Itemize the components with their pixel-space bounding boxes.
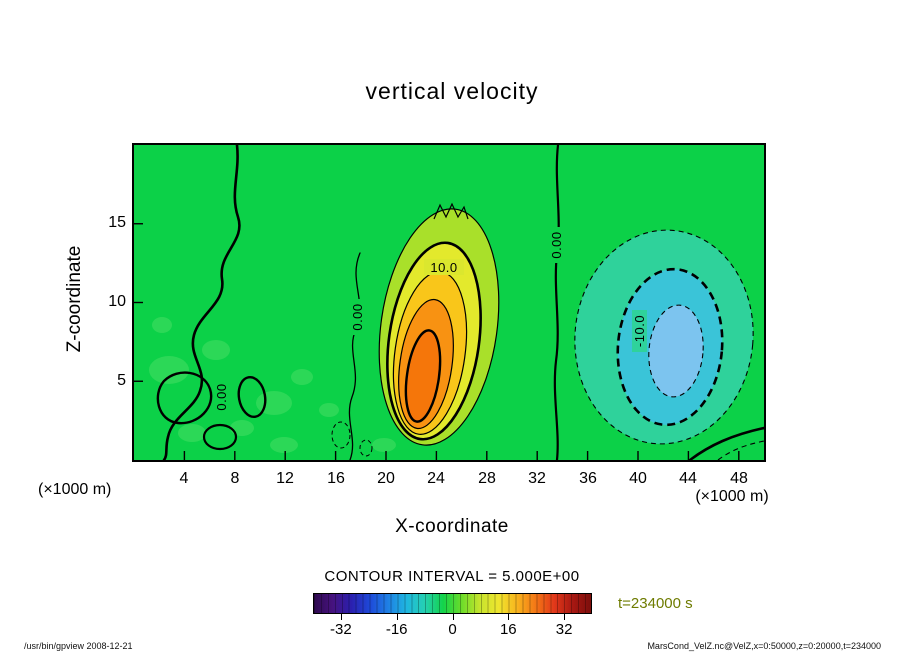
- x-tick-label: 8: [230, 470, 240, 487]
- x-tick-label: 16: [327, 470, 345, 487]
- zero-contours: [156, 145, 764, 460]
- x-tick-label: 20: [377, 470, 395, 487]
- y-tick-label: 10: [108, 293, 126, 310]
- footer-command-date: /usr/bin/gpview 2008-12-21: [24, 641, 133, 651]
- contour-interval-text: CONTOUR INTERVAL = 5.000E+00: [324, 568, 580, 585]
- colorbar-gradient: [314, 594, 591, 613]
- x-tick-label: 24: [427, 470, 445, 487]
- footer-data-source: MarsCond_VelZ.nc@VelZ,x=0:50000,z=0:2000…: [647, 641, 881, 651]
- x-tick-label: 12: [276, 470, 294, 487]
- plot-area: 10.0 0.00 0.00 0.00 -10.0: [132, 143, 766, 462]
- contour-label-zero-right: 0.00: [549, 227, 564, 263]
- x-tick-label: 44: [679, 470, 697, 487]
- contour-label-minus10: -10.0: [632, 310, 647, 352]
- y-axis-units: (×1000 m): [38, 481, 112, 498]
- svg-text:0.00: 0.00: [214, 383, 229, 410]
- positive-contours: [378, 202, 500, 446]
- colorbar-segments: [314, 594, 591, 613]
- svg-text:-10.0: -10.0: [632, 315, 647, 347]
- svg-text:0.00: 0.00: [549, 231, 564, 258]
- chart-title: vertical velocity: [365, 78, 539, 104]
- negative-contours: [331, 229, 764, 460]
- x-tick-label: 28: [478, 470, 496, 487]
- x-tick-label: 48: [730, 470, 748, 487]
- colorbar-ticks: [313, 614, 592, 620]
- green-mottling: [149, 317, 396, 453]
- x-tick-label: 32: [528, 470, 546, 487]
- colorbar-tick-label: 16: [499, 621, 517, 638]
- x-tick-label: 4: [179, 470, 189, 487]
- x-axis-title: X-coordinate: [395, 516, 509, 537]
- contour-plot-svg: 10.0 0.00 0.00 0.00 -10.0: [134, 145, 764, 460]
- svg-text:0.00: 0.00: [350, 303, 365, 330]
- downdraft-fill-cells: [574, 230, 754, 444]
- x-axis-units: (×1000 m): [695, 488, 769, 505]
- y-tick-label: 15: [108, 214, 126, 231]
- axis-tick-marks: [134, 223, 740, 460]
- contour-label-plus10: 10.0: [424, 259, 464, 275]
- colorbar-labels: -32 -16 0 16 32: [313, 621, 592, 639]
- time-annotation: t=234000 s: [618, 595, 693, 612]
- y-tick-label: 5: [117, 372, 126, 389]
- colorbar-tick-label: -16: [385, 621, 408, 638]
- contour-label-zero-left: 0.00: [214, 379, 229, 415]
- contour-label-zero-mid: 0.00: [350, 299, 365, 335]
- colorbar-tick-label: 0: [448, 621, 457, 638]
- colorbar-tick-label: 32: [555, 621, 573, 638]
- svg-text:10.0: 10.0: [430, 260, 457, 275]
- y-axis-title: Z-coordinate: [64, 245, 85, 353]
- colorbar: [313, 593, 592, 614]
- colorbar-tick-label: -32: [330, 621, 352, 638]
- x-tick-label: 36: [579, 470, 597, 487]
- x-tick-label: 40: [629, 470, 647, 487]
